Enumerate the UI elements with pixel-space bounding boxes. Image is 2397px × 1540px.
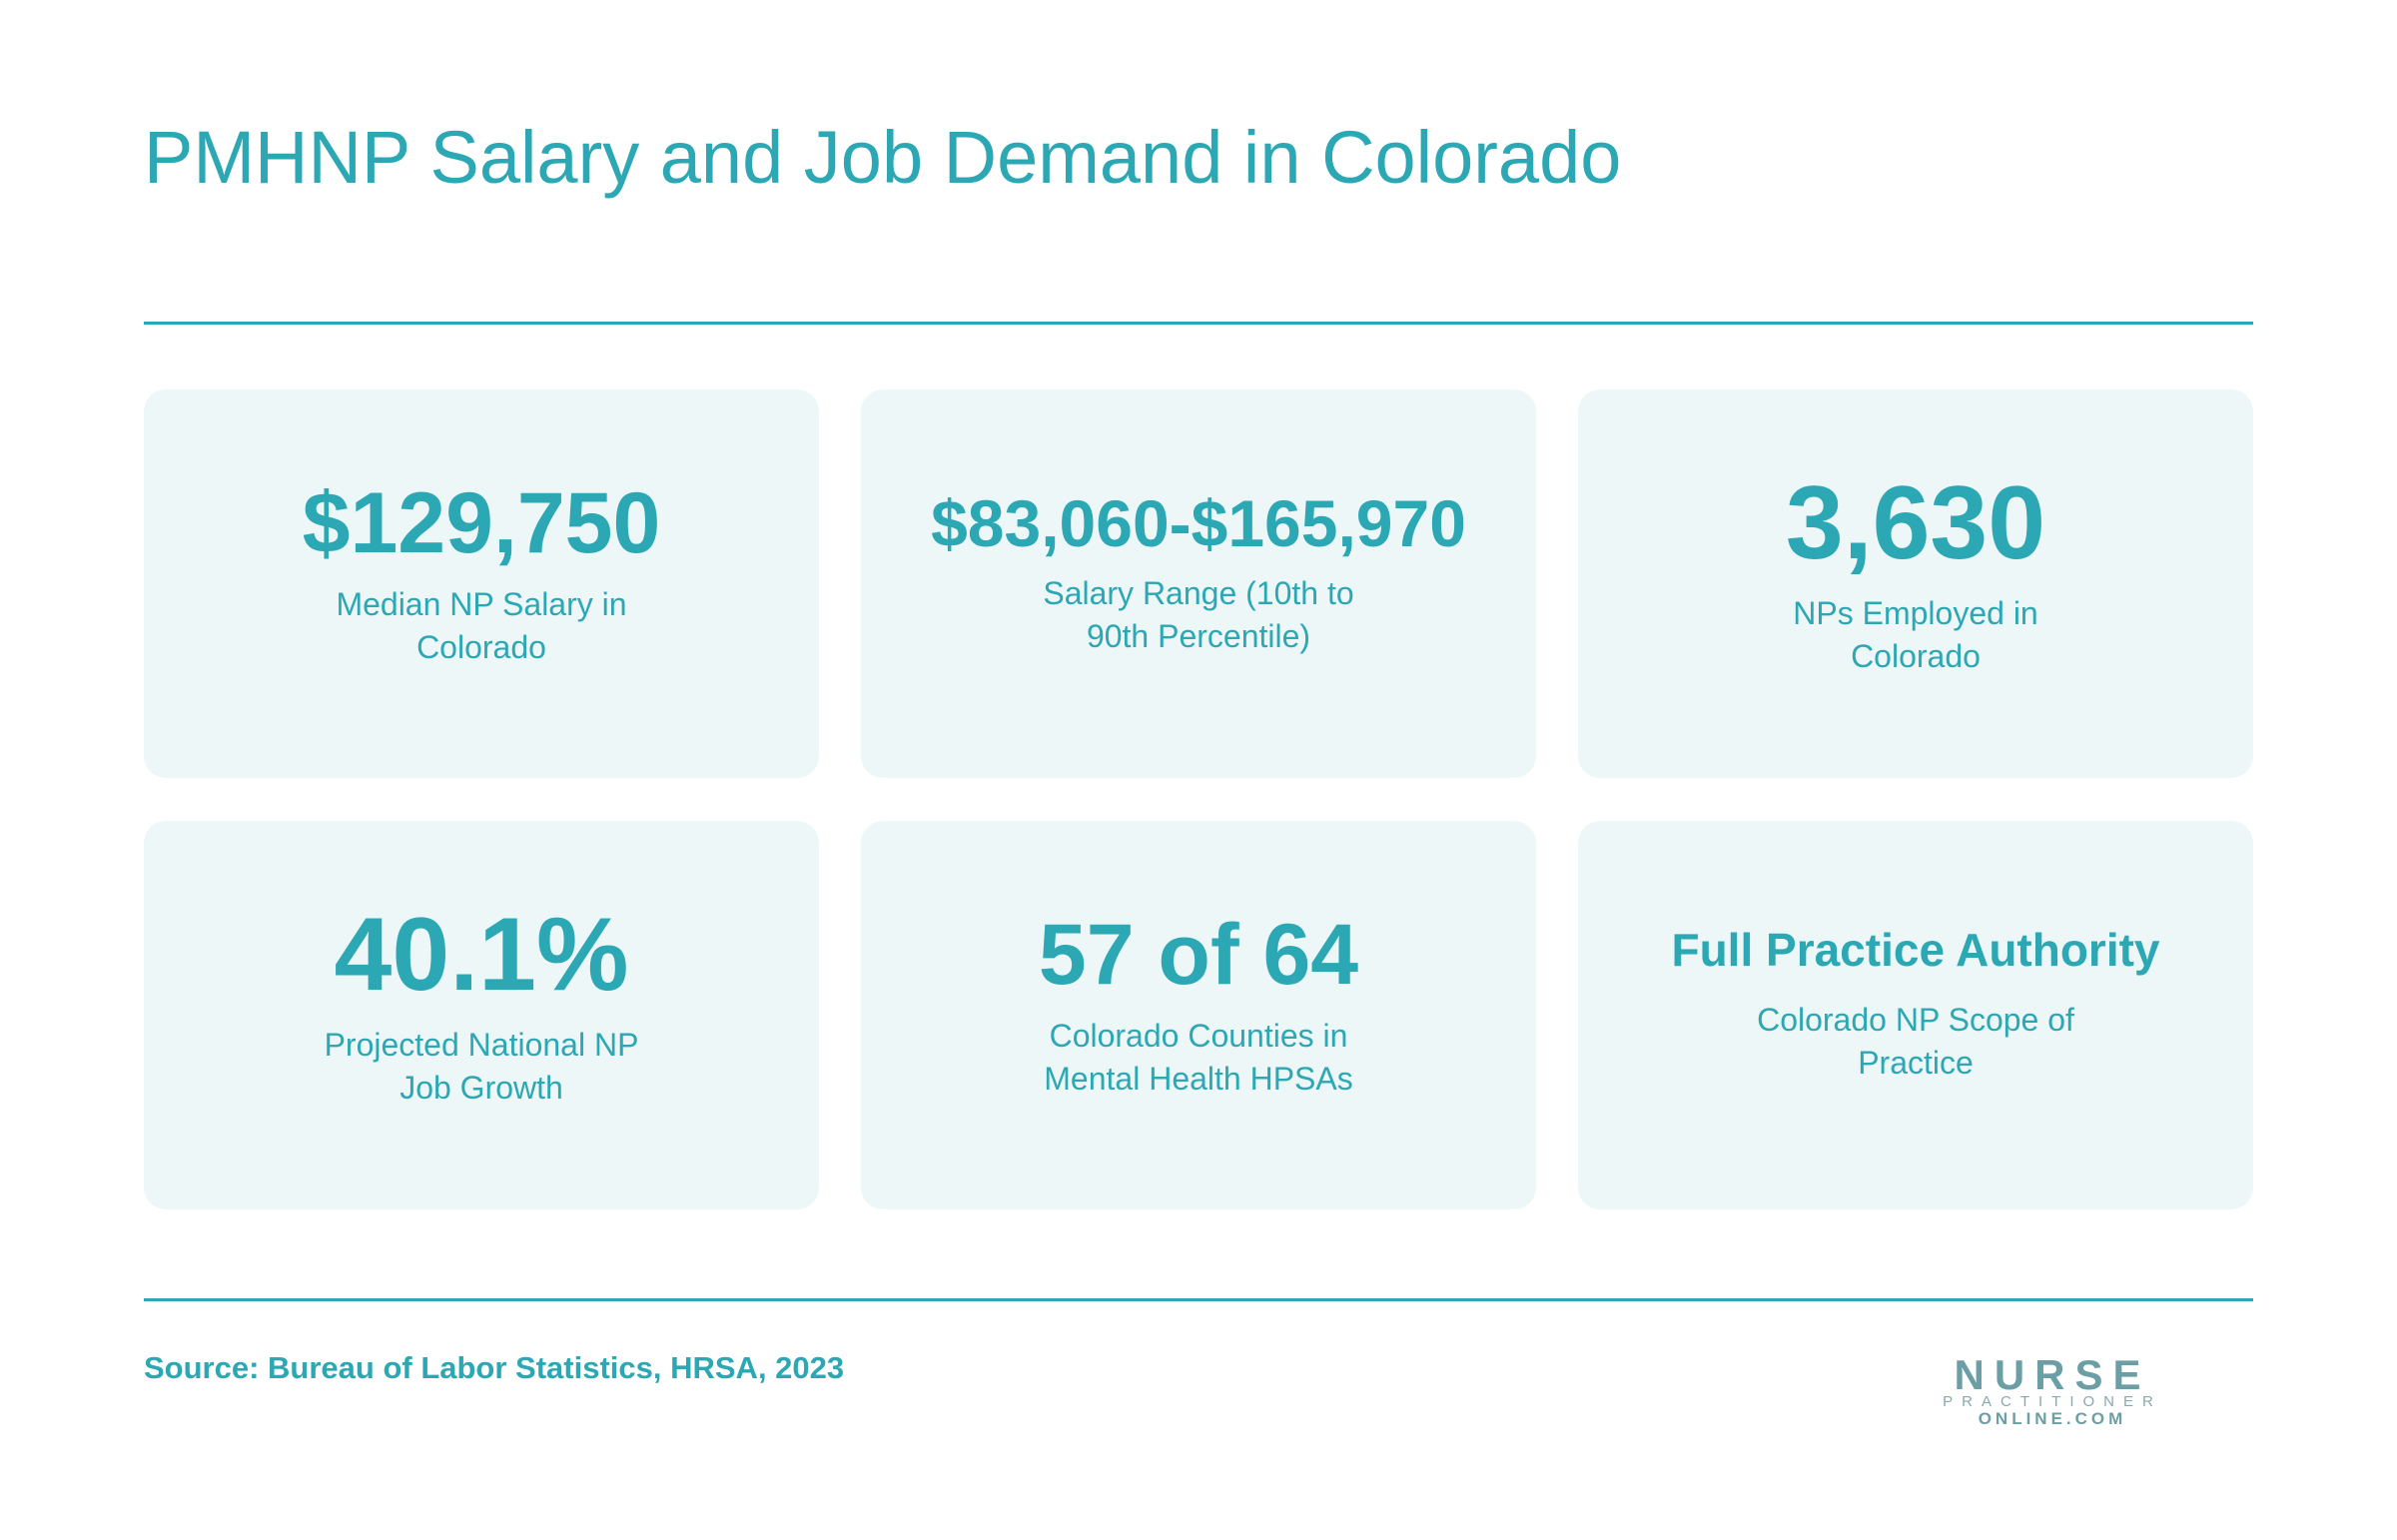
title: PMHNP Salary and Job Demand in Colorado xyxy=(144,116,1622,199)
divider xyxy=(144,1298,2253,1301)
stat-label: Salary Range (10th to 90th Percentile) xyxy=(1043,575,1354,655)
stat-card: Full Practice Authority Colorado NP Scope… xyxy=(1578,821,2253,1209)
stat-value: 3,630 xyxy=(1785,464,2046,581)
stat-card: $129,750 Median NP Salary in Colorado xyxy=(144,389,819,778)
source: Source: Bureau of Labor Statistics, HRSA… xyxy=(144,1350,845,1385)
stat-label: Colorado NP Scope of Practice xyxy=(1757,1001,2074,1081)
stat-value: $129,750 xyxy=(302,475,661,572)
stat-card: 57 of 64 Colorado Counties in Mental Heal… xyxy=(861,821,1536,1209)
stats-grid: $129,750 Median NP Salary in Colorado $83,… xyxy=(144,389,2253,1209)
stat-value: 40.1% xyxy=(334,896,629,1013)
divider xyxy=(144,322,2253,325)
logo: NURSE PRACTITIONER ONLINE.COM xyxy=(1906,1351,2199,1428)
logo-text: PRACTITIONER xyxy=(1943,1393,2162,1410)
stat-label: Median NP Salary in Colorado xyxy=(336,585,627,665)
stat-card: 40.1% Projected National NP Job Growth xyxy=(144,821,819,1209)
stat-value: $83,060-$165,970 xyxy=(931,485,1466,560)
stat-label: Projected National NP Job Growth xyxy=(324,1027,639,1107)
logo-text: ONLINE.COM xyxy=(1978,1409,2127,1428)
stat-label: Colorado Counties in Mental Health HPSAs xyxy=(1044,1017,1353,1097)
stat-label: NPs Employed in Colorado xyxy=(1793,595,2038,675)
logo-text: NURSE xyxy=(1954,1351,2151,1398)
stat-value: 57 of 64 xyxy=(1038,907,1359,1004)
stat-card: $83,060-$165,970 Salary Range (10th to 90… xyxy=(861,389,1536,778)
stat-card: 3,630 NPs Employed in Colorado xyxy=(1578,389,2253,778)
stat-value: Full Practice Authority xyxy=(1671,924,2160,977)
